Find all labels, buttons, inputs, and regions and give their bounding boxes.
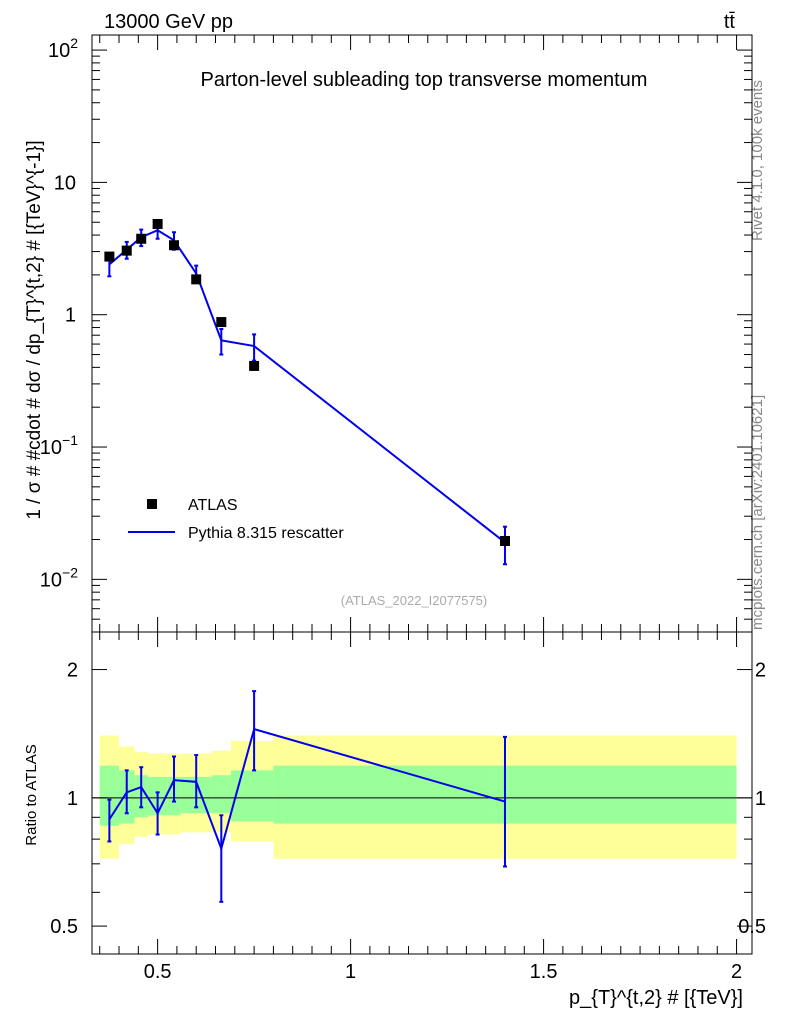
atlas-data-point [104,251,115,262]
ratio-x-tick-label: 2 [731,961,742,983]
ratio-y-tick-label-left: 1 [67,788,78,810]
uncertainty-band-inner [211,775,231,814]
legend-atlas-marker [147,499,157,509]
main-y-tick-label: 10−1 [40,432,78,459]
atlas-data-point [499,535,510,546]
ratio-x-axis: 0.5 1 1.5 2 [99,632,742,983]
analysis-label: (ATLAS_2022_I2077575) [341,593,487,608]
pythia-line [108,229,506,544]
main-y-tick-label: 1 [65,305,76,327]
legend-pythia-label: Pythia 8.315 rescatter [188,525,344,542]
main-y-tick-label: 10 [54,172,76,194]
energy-label: 13000 GeV pp [104,11,233,33]
legend-atlas-label: ATLAS [188,497,238,514]
atlas-data-point [121,245,132,256]
process-label: tt̄ [724,11,736,33]
atlas-data-point [169,240,180,251]
main-frame [91,34,753,633]
ratio-y-tick-label-right: 2 [755,660,766,682]
atlas-data-point [249,360,260,371]
atlas-data-point [136,233,147,244]
rivet-version-label: Rivet 4.1.0, 100k events [749,80,766,241]
legend: ATLAS Pythia 8.315 rescatter [128,497,344,542]
atlas-data-point [191,274,202,285]
main-y-tick-label: 102 [48,35,78,62]
ratio-x-tick-label: 0.5 [144,961,172,983]
ratio-y-axis: 0.5 0.5 1 1 2 2 [50,660,766,939]
ratio-y-tick-label-right: 1 [755,788,766,810]
ratio-x-tick-label: 1 [345,961,356,983]
main-plot-area [104,218,510,566]
ratio-plot-area [92,690,752,903]
uncertainty-band-inner [230,770,274,822]
main-y-axis-label: 1 / σ # #cdot # dσ / dp_{T}^{t,2} # [{Te… [24,140,45,519]
ratio-frame [91,631,753,955]
chart-title: Parton-level subleading top transverse m… [201,69,648,91]
atlas-data-point [216,317,227,328]
ratio-panel: 0.5 0.5 1 1 2 2 0.5 1 1.5 2 Ratio to ATLAS p_{T}… [23,631,766,1009]
main-y-axis: 10−2 10−1 1 10 102 [40,35,752,633]
ratio-y-tick-label-right: 0.5 [738,916,766,938]
main-y-tick-label: 10−2 [40,564,78,591]
ratio-x-tick-label: 1.5 [530,961,558,983]
mcplots-url-label: mcplots.cern.ch [arXiv:2401.10621] [749,395,766,630]
main-panel: 10−2 10−1 1 10 102 Parton-level subleading t… [24,34,753,633]
ratio-y-tick-label-left: 2 [67,660,78,682]
ratio-y-tick-label-left: 0.5 [50,916,78,938]
atlas-data-point [152,218,163,229]
main-x-axis [99,35,738,632]
x-axis-label: p_{T}^{t,2} # [{TeV}] [569,987,743,1009]
ratio-y-axis-label: Ratio to ATLAS [23,744,40,845]
